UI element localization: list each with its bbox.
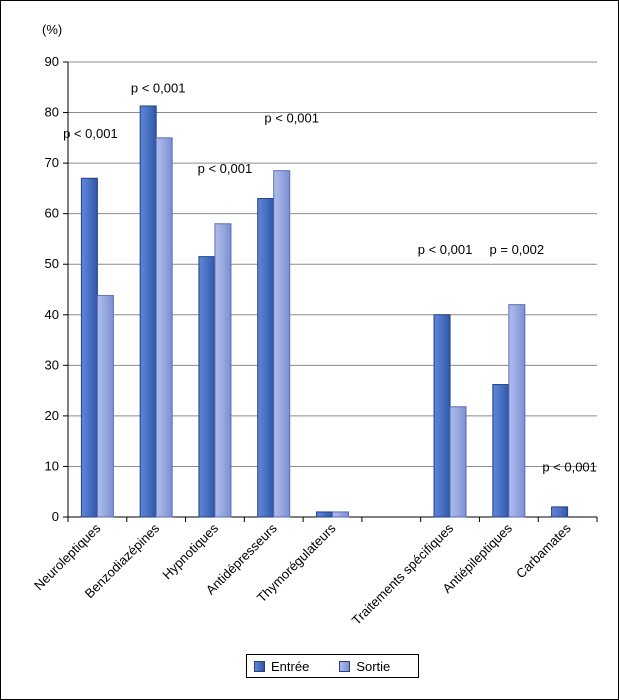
legend-item-entree: Entrée: [254, 659, 309, 674]
y-axis-label: (%): [42, 22, 62, 37]
y-tick-label: 50: [45, 256, 59, 271]
bar-sortie: [214, 223, 232, 518]
bar-sortie: [155, 137, 173, 518]
bars: [80, 105, 569, 518]
legend: Entrée Sortie: [246, 654, 419, 678]
x-tick-label: Traitements spécifiques: [349, 520, 457, 628]
bar-entree: [316, 511, 333, 518]
y-tick-label: 40: [45, 307, 59, 322]
bar-entree: [198, 256, 216, 518]
x-tick-label: Hypnotiques: [159, 520, 221, 582]
legend-swatch-entree: [254, 660, 265, 672]
p-value-annotation: p = 0,002: [490, 242, 545, 257]
y-tick-label: 10: [45, 458, 59, 473]
p-value-annotation: p < 0,001: [63, 126, 118, 141]
bar-entree: [80, 177, 98, 518]
x-tick-label: Carbamates: [513, 520, 574, 581]
legend-swatch-sortie: [339, 660, 351, 672]
y-tick-label: 90: [45, 54, 59, 69]
y-tick-label: 30: [45, 357, 59, 372]
y-tick-label: 80: [45, 105, 59, 120]
p-value-annotation: p < 0,001: [418, 242, 473, 257]
p-value-annotation: p < 0,001: [131, 80, 186, 95]
y-tick-label: 60: [45, 206, 59, 221]
p-value-annotation: p < 0,001: [542, 460, 597, 475]
bar-sortie: [508, 304, 526, 518]
legend-item-sortie: Sortie: [339, 659, 390, 674]
legend-label-entree: Entrée: [271, 658, 310, 674]
bar-sortie: [449, 406, 467, 518]
legend-label-sortie: Sortie: [356, 658, 391, 674]
bar-sortie: [96, 295, 114, 518]
bar-entree: [257, 198, 275, 518]
p-value-annotation: p < 0,001: [198, 161, 253, 176]
bar-entree: [492, 384, 510, 518]
bar-entree: [551, 506, 569, 518]
bar-entree: [433, 314, 451, 518]
y-tick-label: 0: [52, 509, 59, 524]
bar-sortie: [273, 170, 291, 518]
bar-entree: [139, 105, 157, 518]
y-tick-label: 70: [45, 155, 59, 170]
bar-sortie: [332, 511, 349, 518]
p-value-annotation: p < 0,001: [264, 111, 319, 126]
y-tick-label: 20: [45, 408, 59, 423]
